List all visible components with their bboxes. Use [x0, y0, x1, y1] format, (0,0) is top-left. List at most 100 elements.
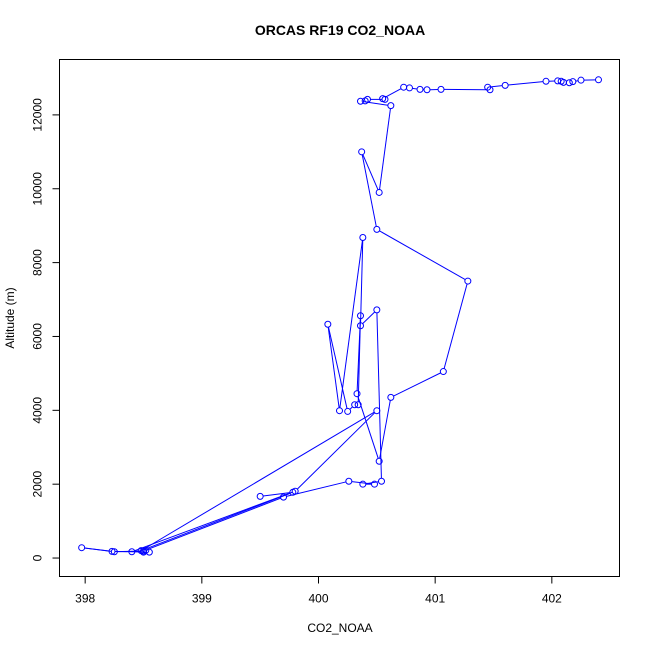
series-0-segment-33: [328, 327, 348, 409]
series-0-segment-24: [379, 230, 466, 281]
x-tick-label-0: 398: [75, 592, 95, 606]
series-0-point-56: [256, 492, 264, 500]
series-0-point-23: [358, 148, 366, 156]
y-tick-label-6: 12000: [31, 98, 45, 132]
series-0-point-24: [373, 225, 381, 233]
x-tick-label-4: 402: [542, 592, 562, 606]
series-0-segment-22: [362, 154, 379, 190]
series-0-segment-8: [490, 85, 503, 88]
series-0-segment-51: [134, 491, 293, 552]
series-0-segment-21: [379, 108, 391, 190]
series-0-segment-50: [134, 550, 143, 552]
series-0-point-14: [406, 84, 413, 92]
series-0-segment-27: [379, 400, 391, 459]
y-tick-label-3: 6000: [31, 323, 45, 350]
series-0-segment-52: [296, 412, 376, 490]
series-0-point-40: [359, 480, 367, 488]
series-0-segment-41: [351, 481, 372, 485]
chart-title: ORCAS RF19 CO2_NOAA: [255, 22, 425, 38]
series-0-segment-25: [443, 283, 468, 369]
series-0-point-7: [542, 77, 550, 85]
series-0-point-17: [381, 95, 389, 103]
series-0-segment-32: [349, 406, 353, 410]
series-0-point-33: [344, 407, 352, 415]
series-0-point-32: [351, 401, 359, 409]
series-0-point-37: [357, 322, 364, 330]
series-0-point-11: [437, 85, 445, 93]
series-0-segment-35: [339, 240, 363, 408]
series-0-segment-26: [393, 372, 441, 397]
series-0-point-43: [280, 493, 287, 501]
series-0-point-19: [361, 97, 369, 105]
series-0-point-48: [145, 548, 153, 556]
series-0-point-42: [345, 477, 353, 485]
y-tick-label-2: 4000: [31, 397, 45, 424]
x-tick-label-1: 399: [192, 592, 212, 606]
series-0-segment-38: [376, 312, 382, 479]
series-0-point-54: [137, 547, 145, 555]
series-0-point-27: [387, 393, 395, 401]
series-0-segment-54: [143, 492, 291, 551]
series-group: [78, 76, 602, 556]
series-0-point-0: [595, 76, 602, 84]
plot-frame: [59, 59, 620, 577]
series-0-segment-53: [143, 411, 375, 550]
series-0-point-51: [128, 548, 136, 556]
y-tick-label-0: 0: [31, 554, 45, 561]
series-0-segment-7: [508, 81, 544, 86]
series-0-point-45: [110, 548, 118, 556]
series-0-segment-34: [327, 327, 340, 408]
series-0-point-5: [557, 77, 565, 85]
series-0-point-38: [373, 306, 381, 314]
series-0-point-20: [357, 97, 364, 105]
series-0-point-21: [387, 102, 395, 110]
series-0-point-28: [375, 457, 383, 465]
series-0-point-29: [353, 390, 361, 398]
series-0-segment-43: [146, 497, 281, 551]
series-0-segment-36: [360, 240, 364, 323]
series-0-point-6: [554, 77, 562, 85]
series-0-point-35: [336, 407, 343, 415]
series-0-point-22: [375, 188, 383, 196]
series-0-segment-37: [362, 311, 376, 325]
series-0-point-2: [569, 78, 577, 86]
series-0-segment-46: [84, 547, 110, 552]
series-0-point-50: [142, 546, 150, 554]
series-0-point-41: [371, 480, 378, 488]
y-axis: 0 2000 4000 6000 8000 10000 12000: [31, 98, 60, 561]
series-0-point-1: [577, 76, 585, 84]
series-0-point-47: [108, 547, 116, 555]
y-axis-label: Altitude (m): [3, 287, 17, 348]
x-tick-label-3: 401: [425, 592, 445, 606]
series-0-point-34: [324, 320, 332, 328]
series-0-point-3: [565, 79, 573, 87]
series-0-point-25: [464, 277, 472, 285]
series-0-segment-13: [412, 87, 418, 90]
series-0-point-31: [354, 401, 362, 409]
series-0-point-36: [359, 233, 367, 241]
series-0-segment-30: [357, 318, 361, 402]
series-0-segment-28: [357, 396, 379, 459]
series-0-point-26: [439, 368, 447, 376]
series-0-point-10: [486, 86, 494, 94]
series-0-point-53: [373, 407, 381, 415]
series-0-segment-15: [385, 88, 402, 98]
series-0-point-12: [423, 86, 431, 94]
series-0-segment-47: [114, 550, 147, 553]
y-tick-label-4: 8000: [31, 249, 45, 276]
series-0-point-13: [416, 85, 424, 93]
series-0-point-8: [501, 81, 509, 89]
series-0-point-15: [400, 83, 408, 91]
x-tick-label-2: 400: [308, 592, 328, 606]
y-tick-label-5: 10000: [31, 172, 45, 206]
series-0-segment-55: [263, 492, 290, 497]
series-0-point-39: [378, 477, 385, 485]
series-0-point-30: [357, 312, 364, 320]
y-tick-label-1: 2000: [31, 471, 45, 498]
series-0-point-55: [289, 488, 297, 496]
series-0-point-46: [78, 544, 86, 552]
x-axis: 398 399 400 401 402: [75, 576, 562, 606]
x-axis-label: CO2_NOAA: [307, 621, 372, 635]
series-0-segment-23: [361, 154, 377, 227]
